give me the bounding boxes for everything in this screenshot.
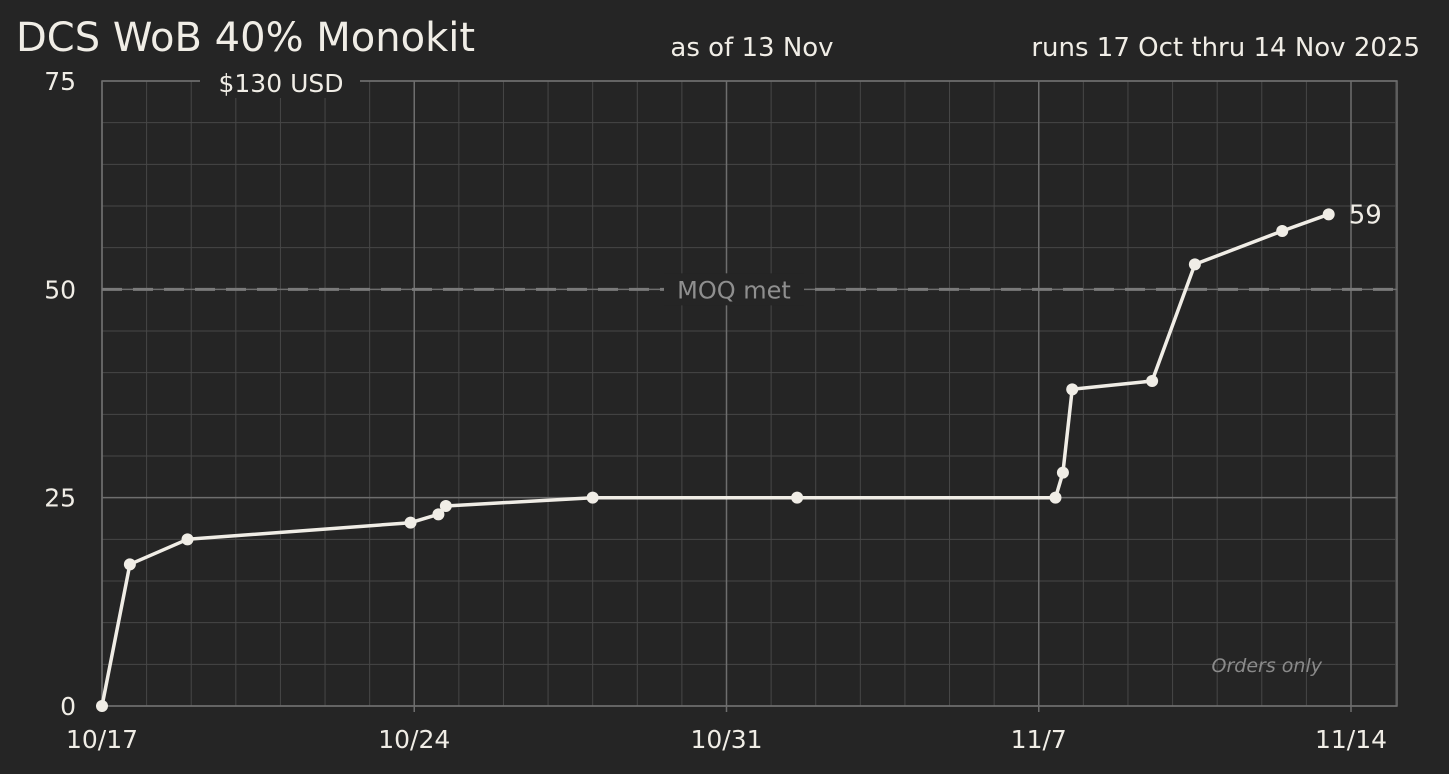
run-dates: runs 17 Oct thru 14 Nov 2025	[1031, 33, 1420, 63]
data-point	[404, 516, 417, 529]
grid	[101, 80, 1398, 712]
moq-label: MOQ met	[677, 276, 791, 304]
data-point	[1066, 383, 1079, 396]
y-tick-label: 0	[60, 692, 76, 721]
data-point	[439, 500, 452, 512]
series-cumulative-orders: 59	[96, 200, 1382, 712]
data-point	[1322, 208, 1335, 221]
y-tick-label: 75	[44, 67, 76, 96]
axis-tick-labels: 10/17 10/24 10/31 11/7 11/14 0 25 50 75	[44, 67, 1387, 754]
data-point	[1188, 258, 1201, 271]
x-tick-label: 11/7	[1011, 725, 1067, 754]
x-tick-label: 10/31	[690, 725, 762, 754]
plot-border	[101, 80, 1398, 707]
data-point	[1276, 225, 1289, 237]
data-point	[791, 491, 804, 504]
x-tick-label: 10/24	[378, 725, 450, 754]
x-tick-label: 11/14	[1315, 725, 1387, 754]
data-point	[1056, 466, 1069, 479]
y-tick-label: 50	[44, 275, 76, 304]
data-point	[123, 558, 136, 571]
moq-label-backdrop	[664, 273, 804, 306]
data-point	[432, 508, 445, 521]
price-label-backdrop	[200, 66, 360, 98]
y-tick-label: 25	[44, 484, 76, 513]
data-point	[181, 533, 194, 546]
data-point	[586, 491, 599, 504]
data-point	[96, 700, 108, 712]
data-point	[1146, 375, 1159, 387]
as-of-date: as of 13 Nov	[670, 33, 833, 63]
x-tick-label: 10/17	[66, 725, 138, 754]
end-value-label: 59	[1349, 200, 1382, 230]
orders-only-note: Orders only	[1212, 655, 1323, 677]
moq-reference-line: MOQ met	[102, 273, 1397, 306]
chart-title: DCS WoB 40% Monokit	[16, 15, 475, 61]
price-label: $130 USD	[219, 69, 344, 98]
data-point	[1049, 491, 1062, 504]
